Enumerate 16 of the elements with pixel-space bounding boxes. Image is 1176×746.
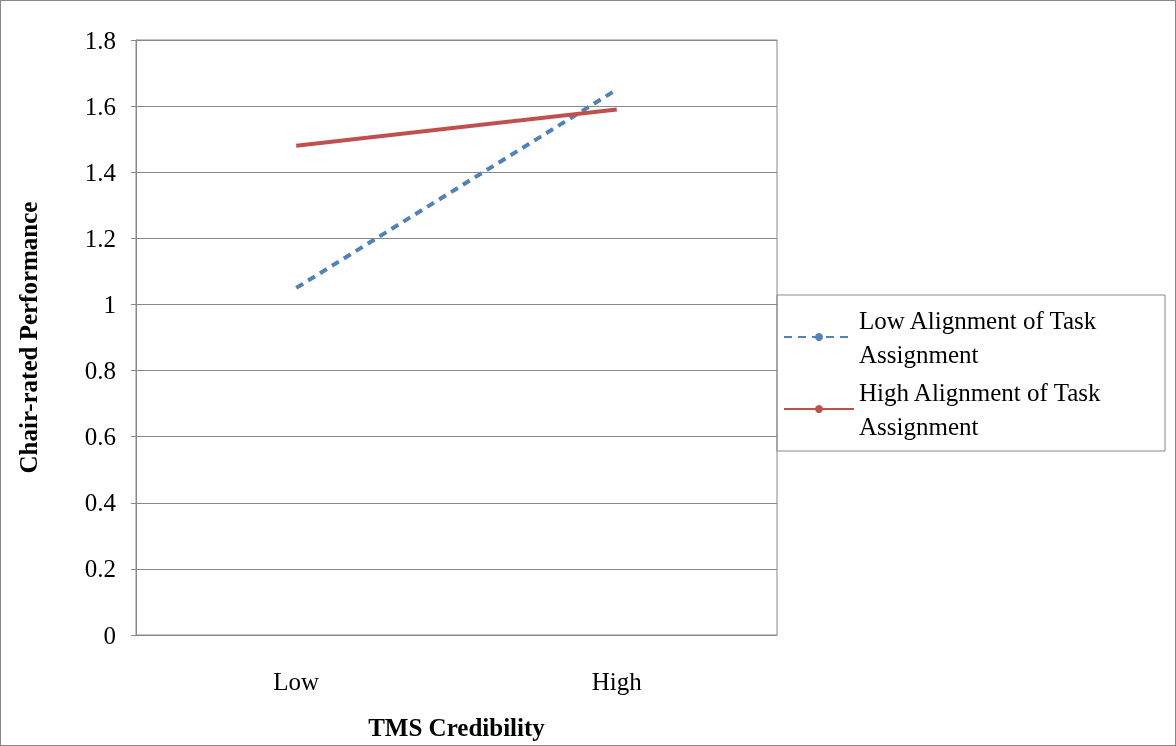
legend-label: Low Alignment of Task Assignment <box>859 306 1103 368</box>
y-tick-label: 1 <box>103 290 116 318</box>
y-tick-label: 1.4 <box>84 158 117 186</box>
y-tick-label: 0.4 <box>84 489 117 517</box>
x-tick-label: Low <box>273 668 320 695</box>
y-tick-label: 0 <box>103 621 116 649</box>
y-tick-label: 0.6 <box>84 423 116 451</box>
legend-label: High Alignment of Task Assignment <box>859 378 1107 440</box>
x-axis-title: TMS Credibility <box>368 714 546 741</box>
x-tick-label: High <box>591 668 643 695</box>
y-tick-label: 1.8 <box>84 26 116 54</box>
y-axis-title: Chair-rated Performance <box>15 201 42 474</box>
y-tick-label: 0.2 <box>84 555 116 583</box>
y-tick-label: 0.8 <box>84 357 116 385</box>
y-tick-label: 1.6 <box>84 92 116 120</box>
y-tick-label: 1.2 <box>84 224 116 252</box>
